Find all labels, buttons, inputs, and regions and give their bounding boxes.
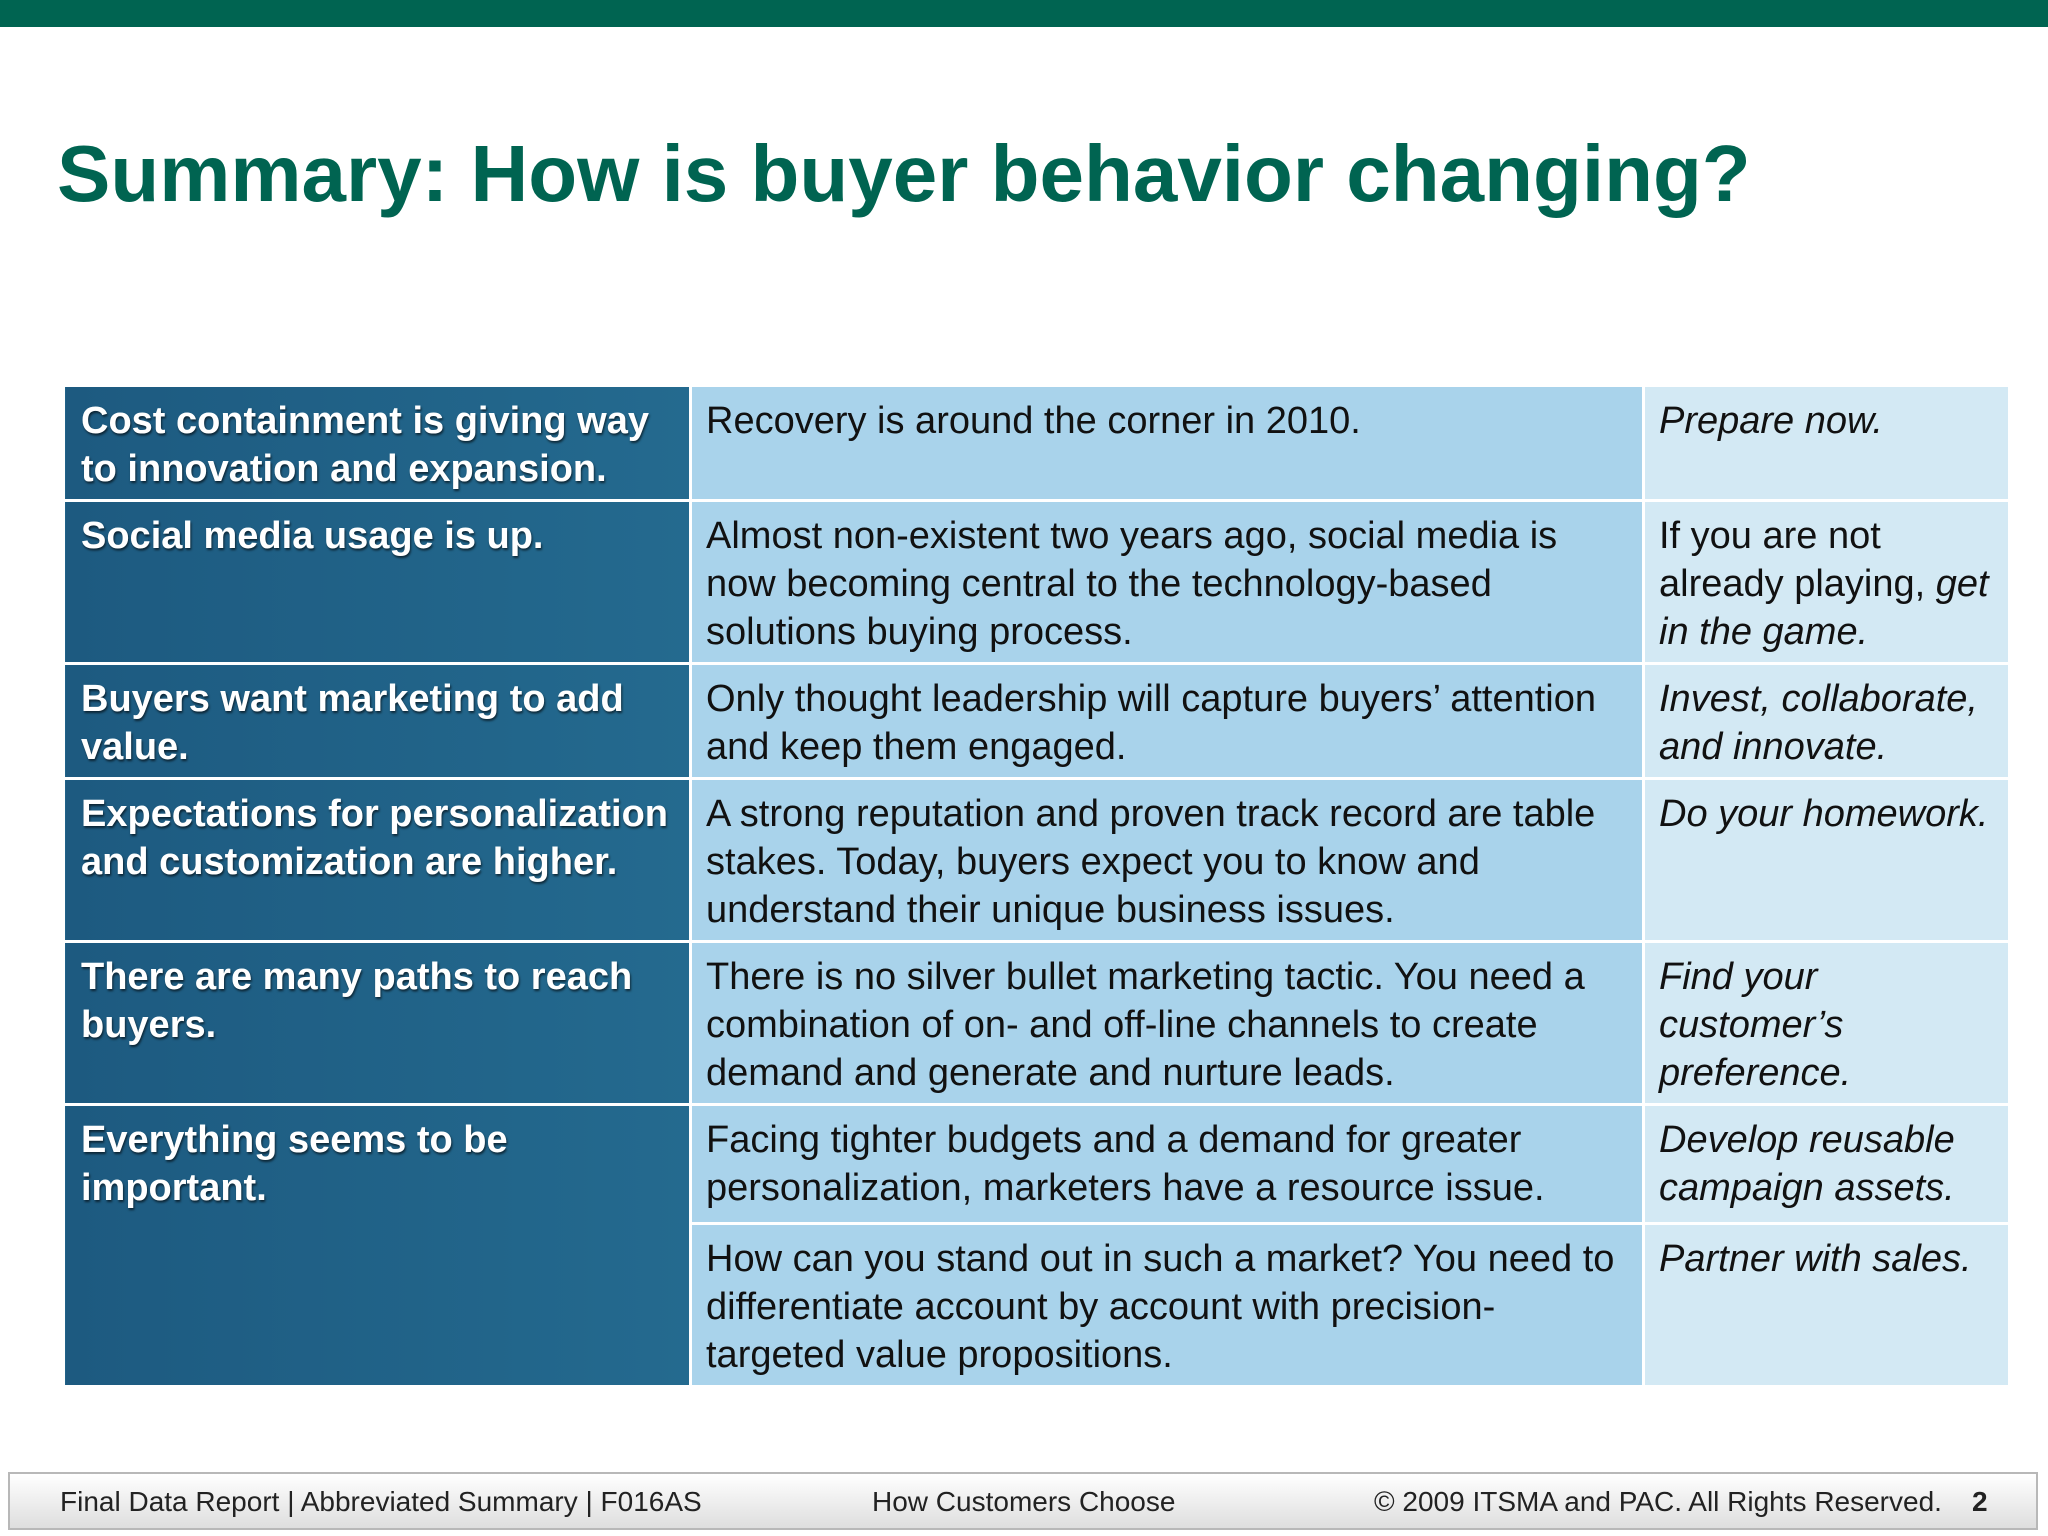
- footer: Final Data Report | Abbreviated Summary …: [8, 1472, 2038, 1530]
- action-cell: Prepare now.: [1642, 384, 2011, 502]
- detail-cell: How can you stand out in such a market? …: [689, 1222, 1645, 1388]
- action-cell: If you are not already playing, get in t…: [1642, 499, 2011, 665]
- action-cell: Develop reusable campaign assets.: [1642, 1103, 2011, 1225]
- footer-left: Final Data Report | Abbreviated Summary …: [60, 1486, 702, 1517]
- action-text: Find your customer’s preference.: [1659, 956, 1852, 1094]
- action-cell: Invest, collaborate, and innovate.: [1642, 662, 2011, 780]
- table-row: Everything seems to be important. Facing …: [62, 1103, 2011, 1388]
- footer-center: How Customers Choose: [872, 1486, 1176, 1517]
- table-row: Buyers want marketing to add value. Only …: [62, 662, 2011, 780]
- finding-cell: Social media usage is up.: [62, 499, 692, 665]
- finding-cell: Cost containment is giving way to innova…: [62, 384, 692, 502]
- action-text: Prepare now.: [1659, 400, 1883, 442]
- table-row: Expectations for personalization and cus…: [62, 777, 2011, 943]
- detail-cell: Facing tighter budgets and a demand for …: [689, 1103, 1645, 1225]
- action-cell: Find your customer’s preference.: [1642, 940, 2011, 1106]
- table-row: Cost containment is giving way to innova…: [62, 384, 2011, 502]
- finding-cell: Everything seems to be important.: [62, 1103, 692, 1388]
- footer-right: © 2009 ITSMA and PAC. All Rights Reserve…: [1374, 1486, 1942, 1517]
- summary-table: Cost containment is giving way to innova…: [62, 384, 2011, 1388]
- action-lead: If you are not already playing,: [1659, 515, 1926, 605]
- action-text: get in the game.: [1659, 563, 1989, 653]
- action-text: Partner with sales.: [1659, 1238, 1972, 1280]
- detail-cell: Only thought leadership will capture buy…: [689, 662, 1645, 780]
- page-number: 2: [1972, 1486, 1988, 1517]
- detail-cell: A strong reputation and proven track rec…: [689, 777, 1645, 943]
- detail-cell: There is no silver bullet marketing tact…: [689, 940, 1645, 1106]
- table-row: How can you stand out in such a market? …: [64, 1222, 2011, 1388]
- finding-cell: Buyers want marketing to add value.: [62, 662, 692, 780]
- slide-title: Summary: How is buyer behavior changing?: [57, 129, 1751, 218]
- table-row: There are many paths to reach buyers. The…: [62, 940, 2011, 1106]
- detail-cell: Recovery is around the corner in 2010.: [689, 384, 1645, 502]
- action-cell: Partner with sales.: [1642, 1222, 2011, 1388]
- finding-cell: There are many paths to reach buyers.: [62, 940, 692, 1106]
- table-row: Social media usage is up. Almost non-exis…: [62, 499, 2011, 665]
- action-cell: Do your homework.: [1642, 777, 2011, 943]
- detail-cell: Almost non-existent two years ago, socia…: [689, 499, 1645, 665]
- action-text: Do your homework.: [1659, 793, 1989, 835]
- action-text: Develop reusable campaign assets.: [1659, 1119, 1955, 1209]
- top-bar: [0, 0, 2048, 27]
- action-text: Invest, collaborate, and innovate.: [1659, 678, 1978, 768]
- finding-cell: Expectations for personalization and cus…: [62, 777, 692, 943]
